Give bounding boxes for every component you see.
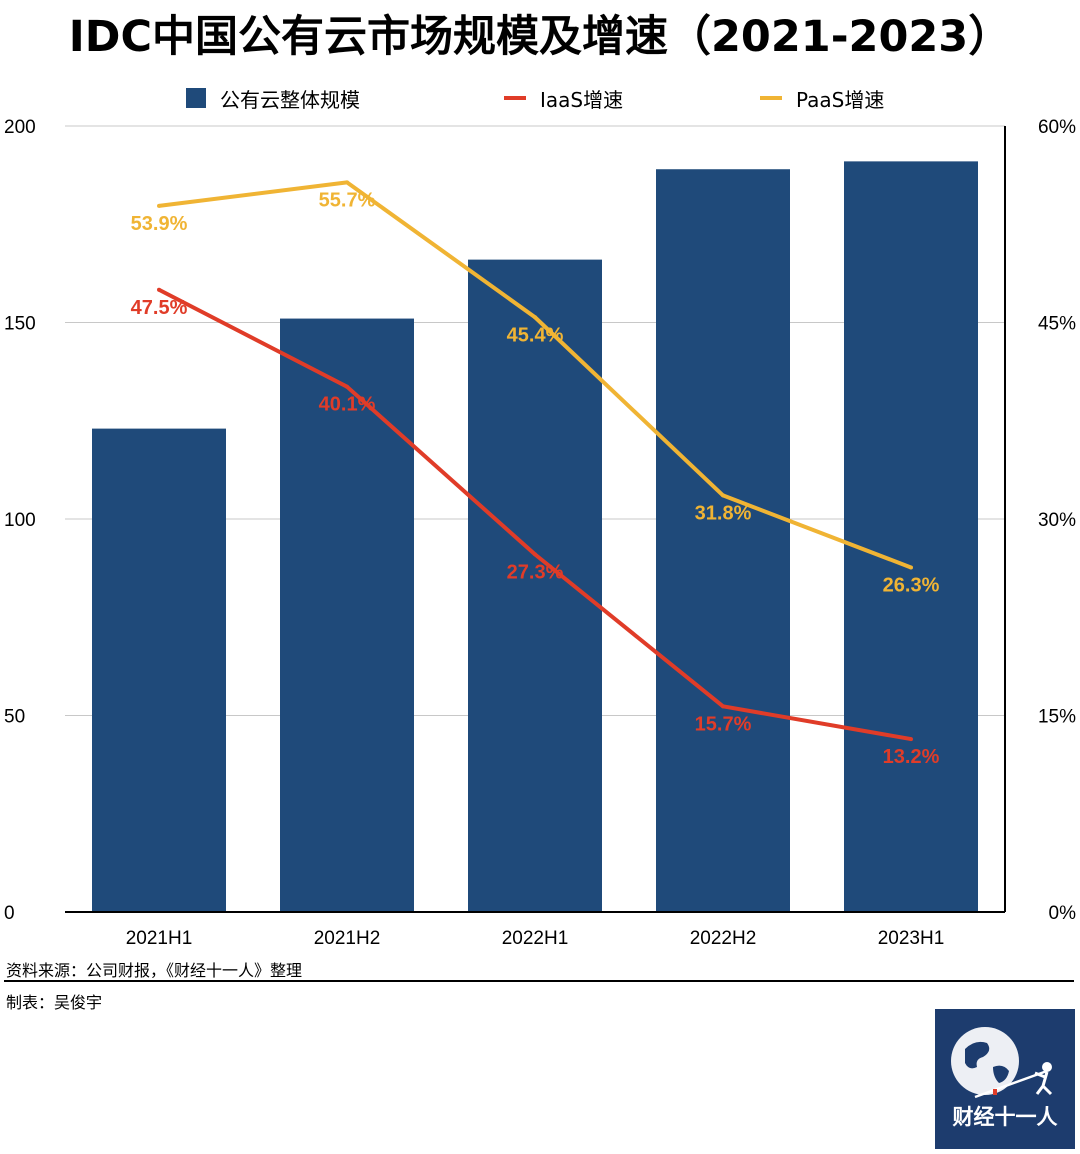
y2-tick-label: 15% <box>1038 707 1076 728</box>
legend-label-scale: 公有云整体规模 <box>220 87 360 112</box>
data-label-iaas: 40.1% <box>319 394 376 416</box>
bar <box>656 169 790 913</box>
point-paas <box>345 180 349 185</box>
legend-swatch-paas <box>760 96 782 100</box>
y2-tick-label: 60% <box>1038 117 1076 138</box>
point-iaas <box>345 384 349 389</box>
legend-swatch-iaas <box>504 96 526 100</box>
data-label-paas: 45.4% <box>507 324 564 346</box>
footer-divider <box>4 980 1074 982</box>
bar <box>468 259 602 912</box>
globe-icon <box>951 1027 1053 1099</box>
legend-item-scale: 公有云整体规模 <box>186 84 360 112</box>
chart-title: IDC中国公有云市场规模及增速（2021-2023） <box>68 12 1012 62</box>
data-label-iaas: 27.3% <box>507 561 564 583</box>
y-tick-label: 150 <box>4 314 36 335</box>
x-tick-label: 2023H1 <box>878 928 945 949</box>
y2-tick-label: 45% <box>1038 314 1076 335</box>
point-paas <box>533 315 537 320</box>
x-tick-label: 2021H1 <box>126 928 193 949</box>
author-note: 制表：吴俊宇 <box>6 993 103 1012</box>
data-label-paas: 26.3% <box>883 574 940 596</box>
legend-label-iaas: IaaS增速 <box>540 87 624 112</box>
legend-label-paas: PaaS增速 <box>796 87 885 112</box>
bar <box>280 318 414 912</box>
data-label-paas: 53.9% <box>131 213 188 235</box>
data-label-iaas: 13.2% <box>883 746 940 768</box>
x-tick-label: 2022H2 <box>690 928 757 949</box>
x-tick-label: 2021H2 <box>314 928 381 949</box>
y-tick-label: 50 <box>4 707 25 728</box>
point-paas <box>909 565 913 570</box>
point-paas <box>721 493 725 498</box>
y2-tick-label: 30% <box>1038 510 1076 531</box>
chart-plot: 0 50 100 150 200 0% 15% 30% 45% 60% 2021H1 2021H2 20… <box>4 117 1077 949</box>
bar <box>92 428 226 912</box>
data-label-iaas: 47.5% <box>131 297 188 319</box>
x-tick-label: 2022H1 <box>502 928 569 949</box>
logo-text: 财经十一人 <box>952 1105 1058 1129</box>
y-tick-label: 200 <box>4 117 36 138</box>
point-paas <box>157 203 161 208</box>
y2-tick-label: 0% <box>1049 903 1077 924</box>
source-note: 资料来源：公司财报，《财经十一人》整理 <box>6 961 303 980</box>
legend-item-paas: PaaS增速 <box>760 84 884 112</box>
bar <box>844 161 978 912</box>
point-iaas <box>909 737 913 742</box>
data-label-paas: 55.7% <box>319 189 376 211</box>
y-tick-label: 100 <box>4 510 36 531</box>
point-iaas <box>157 287 161 292</box>
data-label-paas: 31.8% <box>695 502 752 524</box>
legend-swatch-scale <box>186 88 206 108</box>
point-iaas <box>533 552 537 557</box>
legend-item-iaas: IaaS增速 <box>504 84 623 112</box>
y-tick-label: 0 <box>4 903 15 924</box>
data-label-iaas: 15.7% <box>695 713 752 735</box>
point-iaas <box>721 704 725 709</box>
brand-logo: 财经十一人 <box>935 1009 1075 1149</box>
